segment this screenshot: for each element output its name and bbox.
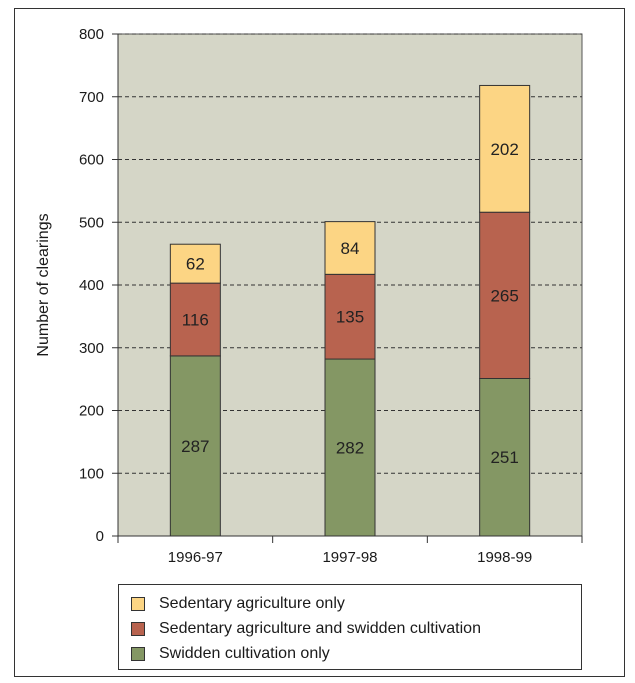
bar-segment [479, 377, 531, 537]
y-tick-label: 500 [79, 214, 104, 231]
y-axis-title: Number of clearings [35, 213, 52, 356]
legend-item-swidden-only: Swidden cultivation only [131, 641, 581, 666]
bar-segment [324, 358, 376, 537]
stacked-bar-chart: 287 116 62 282 135 84 251 265 202 0 100 200 300 400 5… [35, 26, 583, 566]
data-label: 116 [182, 311, 209, 330]
y-tick-label: 200 [79, 403, 104, 420]
bars: 287 116 62 282 135 84 251 265 202 [169, 84, 531, 537]
legend-swatch-sedentary-and-swidden [131, 621, 145, 636]
bar-segment [479, 211, 531, 379]
y-tick-label: 300 [79, 340, 104, 357]
legend-swatch-sedentary-only [131, 596, 145, 611]
data-label: 287 [181, 437, 209, 456]
bar-segment [169, 243, 221, 284]
data-label: 202 [490, 140, 518, 159]
data-label: 135 [336, 308, 364, 327]
x-tick-label: 1996-97 [168, 549, 223, 566]
y-tick-label: 800 [79, 26, 104, 43]
legend-label-sedentary-and-swidden: Sedentary agriculture and swidden cultiv… [159, 619, 481, 637]
axes: 0 100 200 300 400 500 600 700 800 1996-97 1997-98 1… [79, 26, 583, 566]
legend-item-sedentary-only: Sedentary agriculture only [131, 591, 581, 616]
legend-label-swidden-only: Swidden cultivation only [159, 644, 330, 662]
data-label: 265 [490, 286, 518, 305]
figure-frame [14, 8, 625, 677]
y-tick-label: 600 [79, 152, 104, 169]
y-tick-label: 0 [96, 528, 104, 545]
x-tick-label: 1998-99 [477, 549, 532, 566]
data-label: 84 [341, 239, 360, 258]
y-tick-label: 400 [79, 277, 104, 294]
legend-swatch-swidden-only [131, 646, 145, 661]
x-tick-label: 1997-98 [322, 549, 377, 566]
bar-segment [324, 221, 376, 275]
legend-label-sedentary-only: Sedentary agriculture only [159, 594, 345, 612]
legend: Sedentary agriculture only Sedentary agr… [118, 584, 582, 670]
y-tick-label: 700 [79, 89, 104, 106]
bar-segment [324, 273, 376, 360]
data-label: 282 [336, 439, 364, 458]
legend-item-sedentary-and-swidden: Sedentary agriculture and swidden cultiv… [131, 616, 581, 641]
data-label: 251 [490, 448, 518, 467]
bar-segment [479, 84, 531, 213]
y-tick-label: 100 [79, 465, 104, 482]
data-label: 62 [186, 255, 205, 274]
bar-segment [169, 282, 221, 357]
